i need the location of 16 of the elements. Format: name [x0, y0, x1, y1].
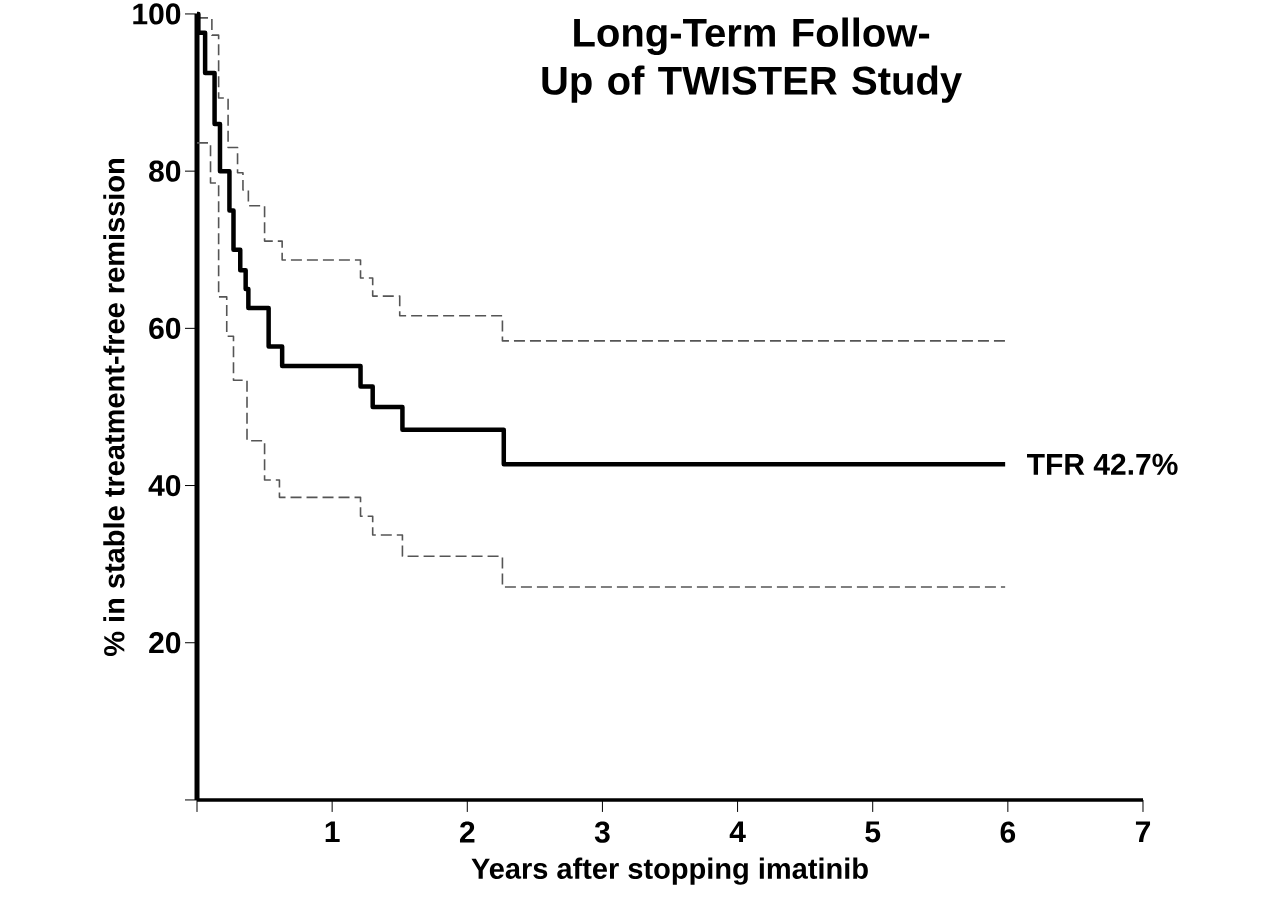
x-tick-label: 2	[459, 821, 475, 843]
x-axis-title: Years after stopping imatinib	[471, 857, 868, 885]
y-tick-label: 100	[133, 3, 181, 25]
text: Long-Term Follow-Up of TWISTER Study	[542, 17, 962, 103]
x-tick-label: 6	[1000, 821, 1016, 843]
x-tick-label: 3	[594, 821, 610, 843]
x-tick-label: 7	[1135, 821, 1151, 843]
x-tick-label: 1	[325, 821, 340, 843]
x-tick-label: 5	[865, 821, 881, 843]
y-tick-label: 20	[149, 632, 181, 654]
y-axis-title: % in stable treatment-free remission	[103, 159, 125, 657]
y-tick-label: 60	[149, 317, 181, 339]
y-tick-label: 40	[148, 474, 181, 497]
annotation: TFR 42.7%	[1027, 453, 1178, 475]
x-tick-label: 4	[729, 821, 746, 843]
y-tick-label: 80	[149, 160, 181, 182]
